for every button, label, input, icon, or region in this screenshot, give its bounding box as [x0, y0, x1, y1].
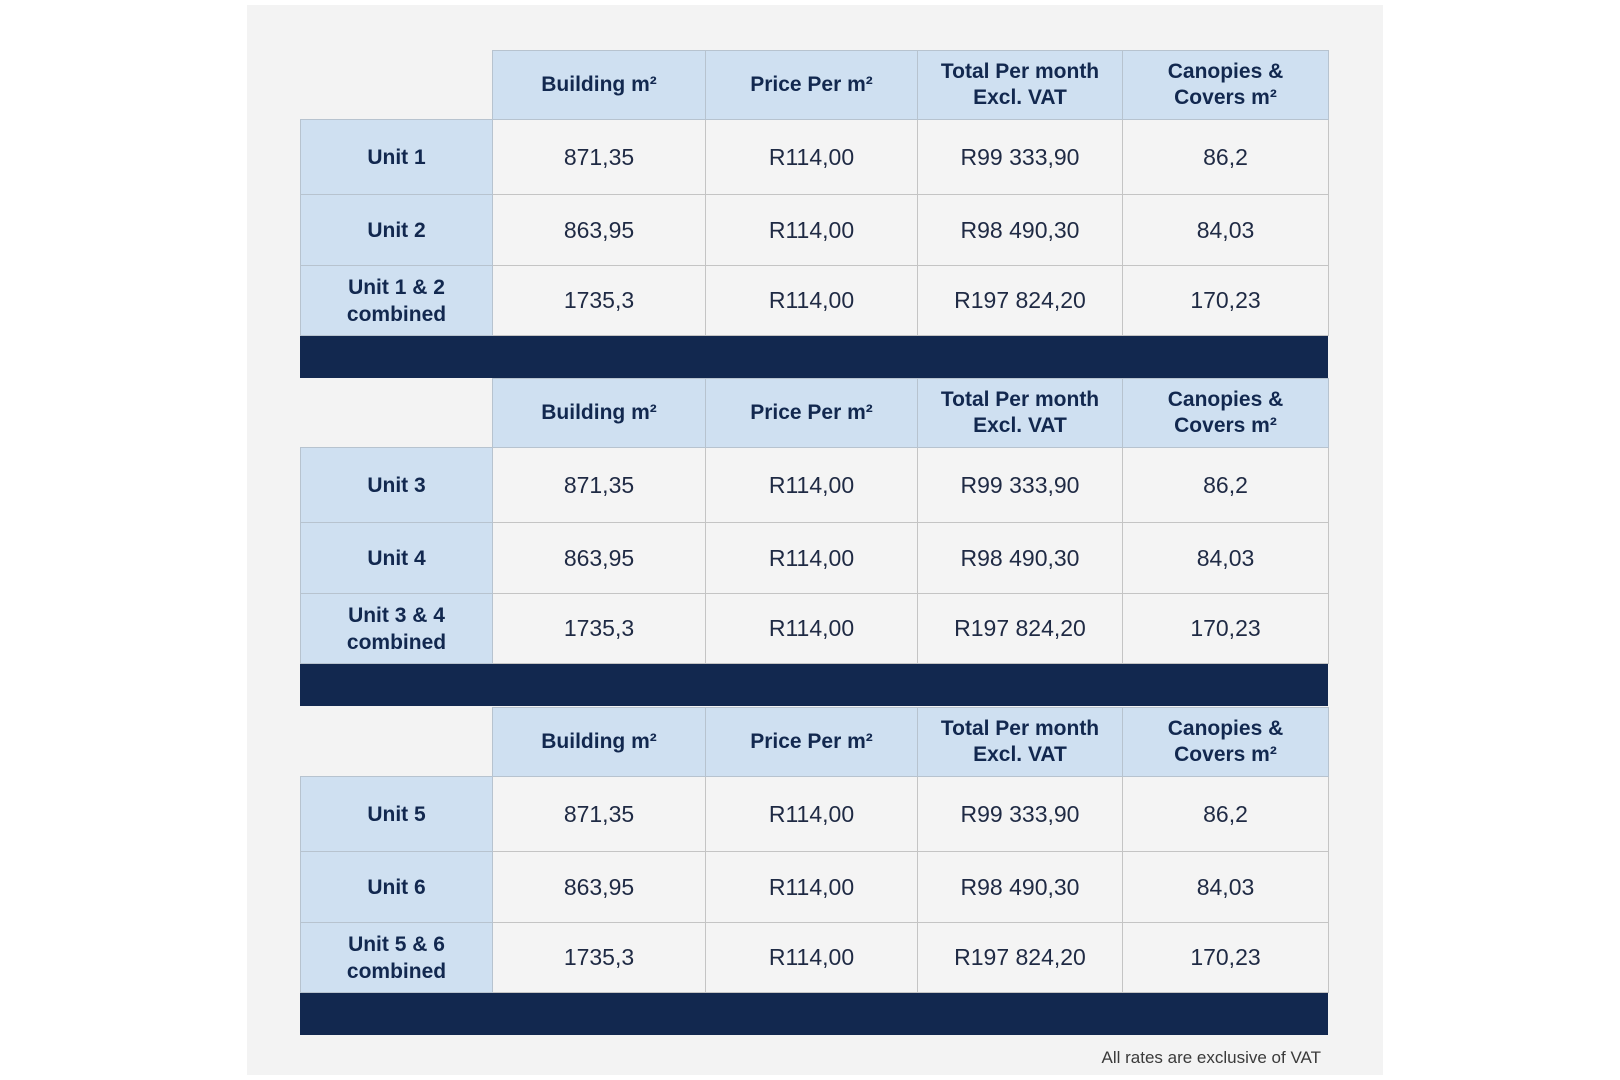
col-header-building: Building m² [492, 50, 706, 120]
price-value: R114,00 [705, 522, 918, 594]
total-value: R99 333,90 [917, 776, 1123, 852]
price-value: R114,00 [705, 851, 918, 923]
row-label: Unit 6 [300, 851, 493, 923]
table-row: Unit 3 871,35 R114,00 R99 333,90 86,2 [300, 447, 1329, 523]
empty-corner [301, 379, 493, 448]
price-value: R114,00 [705, 119, 918, 195]
row-label: Unit 2 [300, 194, 493, 266]
canopies-value: 84,03 [1122, 522, 1329, 594]
col-header-price: Price Per m² [705, 378, 918, 448]
pricing-table-3: Building m² Price Per m² Total Per month… [300, 707, 1329, 1035]
total-value: R197 824,20 [917, 265, 1123, 336]
vat-footnote: All rates are exclusive of VAT [1101, 1048, 1321, 1067]
canopies-value: 84,03 [1122, 194, 1329, 266]
col-header-building: Building m² [492, 707, 706, 777]
col-header-building: Building m² [492, 378, 706, 448]
canopies-value: 84,03 [1122, 851, 1329, 923]
canopies-value: 170,23 [1122, 922, 1329, 993]
price-value: R114,00 [705, 447, 918, 523]
table-row: Unit 3 & 4 combined 1735,3 R114,00 R197 … [300, 593, 1329, 664]
header-row: Building m² Price Per m² Total Per month… [301, 378, 1329, 448]
row-label: Unit 1 [300, 119, 493, 195]
row-label: Unit 1 & 2 combined [300, 265, 493, 336]
pricing-table-1: Building m² Price Per m² Total Per month… [300, 50, 1329, 378]
table-row: Unit 5 & 6 combined 1735,3 R114,00 R197 … [300, 922, 1329, 993]
canopies-value: 170,23 [1122, 265, 1329, 336]
total-value: R98 490,30 [917, 851, 1123, 923]
col-header-total: Total Per month Excl. VAT [917, 50, 1123, 120]
section-divider-bar [300, 664, 1328, 706]
pricing-panel: Building m² Price Per m² Total Per month… [247, 5, 1383, 1075]
row-label: Unit 3 & 4 combined [300, 593, 493, 664]
header-row: Building m² Price Per m² Total Per month… [301, 50, 1329, 120]
total-value: R197 824,20 [917, 593, 1123, 664]
table-row: Unit 5 871,35 R114,00 R99 333,90 86,2 [300, 776, 1329, 852]
col-header-canopies: Canopies & Covers m² [1122, 50, 1329, 120]
building-value: 1735,3 [492, 265, 706, 336]
table-row: Unit 6 863,95 R114,00 R98 490,30 84,03 [300, 851, 1329, 923]
total-value: R197 824,20 [917, 922, 1123, 993]
price-value: R114,00 [705, 265, 918, 336]
row-label: Unit 5 [300, 776, 493, 852]
table-row: Unit 4 863,95 R114,00 R98 490,30 84,03 [300, 522, 1329, 594]
col-header-price: Price Per m² [705, 707, 918, 777]
price-value: R114,00 [705, 194, 918, 266]
building-value: 871,35 [492, 119, 706, 195]
canopies-value: 170,23 [1122, 593, 1329, 664]
col-header-price: Price Per m² [705, 50, 918, 120]
col-header-canopies: Canopies & Covers m² [1122, 707, 1329, 777]
building-value: 863,95 [492, 194, 706, 266]
section-divider-bar [300, 336, 1328, 378]
building-value: 871,35 [492, 447, 706, 523]
col-header-total: Total Per month Excl. VAT [917, 378, 1123, 448]
total-value: R99 333,90 [917, 119, 1123, 195]
price-value: R114,00 [705, 922, 918, 993]
canopies-value: 86,2 [1122, 447, 1329, 523]
canopies-value: 86,2 [1122, 119, 1329, 195]
building-value: 1735,3 [492, 922, 706, 993]
table-row: Unit 1 & 2 combined 1735,3 R114,00 R197 … [300, 265, 1329, 336]
col-header-canopies: Canopies & Covers m² [1122, 378, 1329, 448]
building-value: 863,95 [492, 851, 706, 923]
col-header-total: Total Per month Excl. VAT [917, 707, 1123, 777]
building-value: 1735,3 [492, 593, 706, 664]
total-value: R99 333,90 [917, 447, 1123, 523]
total-value: R98 490,30 [917, 522, 1123, 594]
canopies-value: 86,2 [1122, 776, 1329, 852]
header-row: Building m² Price Per m² Total Per month… [301, 707, 1329, 777]
empty-corner [301, 708, 493, 777]
row-label: Unit 5 & 6 combined [300, 922, 493, 993]
empty-corner [301, 51, 493, 120]
price-value: R114,00 [705, 593, 918, 664]
section-divider-bar [300, 993, 1328, 1035]
table-row: Unit 1 871,35 R114,00 R99 333,90 86,2 [300, 119, 1329, 195]
pricing-table-2: Building m² Price Per m² Total Per month… [300, 378, 1329, 706]
table-row: Unit 2 863,95 R114,00 R98 490,30 84,03 [300, 194, 1329, 266]
building-value: 871,35 [492, 776, 706, 852]
building-value: 863,95 [492, 522, 706, 594]
row-label: Unit 3 [300, 447, 493, 523]
total-value: R98 490,30 [917, 194, 1123, 266]
price-value: R114,00 [705, 776, 918, 852]
row-label: Unit 4 [300, 522, 493, 594]
